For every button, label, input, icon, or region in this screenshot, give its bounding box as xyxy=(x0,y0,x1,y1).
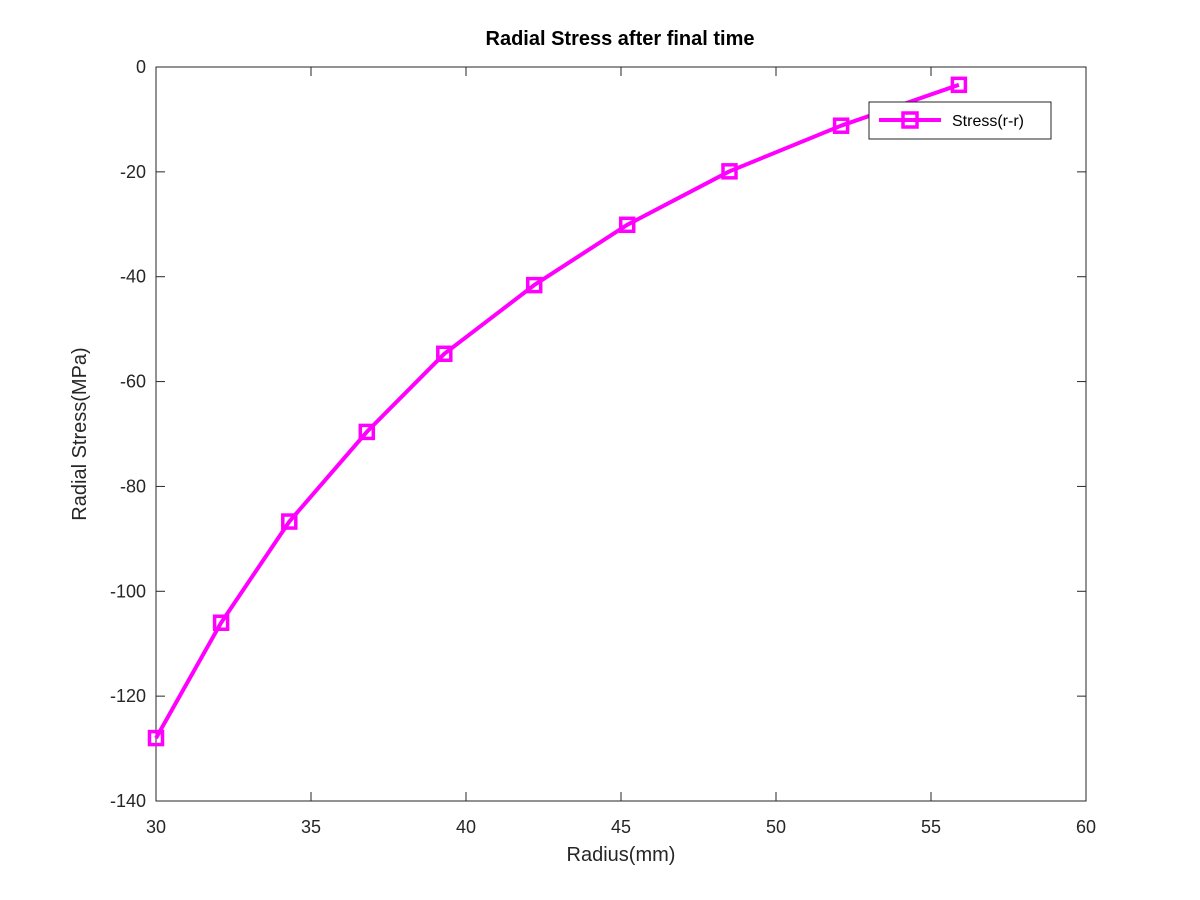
x-tick-label: 30 xyxy=(146,817,166,837)
x-tick-label: 45 xyxy=(611,817,631,837)
series-layer xyxy=(147,76,968,747)
chart-title: Radial Stress after final time xyxy=(486,28,755,50)
x-tick-label: 50 xyxy=(766,817,786,837)
y-axis-label: Radial Stress(MPa) xyxy=(69,347,91,520)
data-point xyxy=(832,117,850,134)
y-tick-label: -40 xyxy=(120,267,146,287)
y-tick-label: -20 xyxy=(120,162,146,182)
x-tick-label: 35 xyxy=(301,817,321,837)
y-tick-label: -100 xyxy=(110,581,146,601)
plot-frame xyxy=(155,66,1087,802)
x-tick-label: 60 xyxy=(1076,817,1096,837)
data-point xyxy=(618,216,636,234)
legend: Stress(r-r) xyxy=(868,101,1052,140)
data-point xyxy=(525,276,543,294)
x-axis-label: Radius(mm) xyxy=(567,844,676,866)
series-line xyxy=(154,82,960,740)
legend-label: Stress(r-r) xyxy=(952,113,1024,130)
x-tick-label: 40 xyxy=(456,817,476,837)
data-point xyxy=(281,513,298,530)
data-point xyxy=(436,345,453,363)
y-tick-label: -60 xyxy=(120,372,146,392)
y-tick-label: -120 xyxy=(110,686,146,706)
y-tick-label: -80 xyxy=(120,476,146,496)
y-tick-label: -140 xyxy=(110,791,146,811)
data-point xyxy=(358,423,376,441)
y-tick-label: 0 xyxy=(136,57,146,77)
data-point xyxy=(147,729,165,747)
data-point xyxy=(950,76,968,94)
legend-marker xyxy=(901,111,919,129)
x-tick-label: 55 xyxy=(921,817,941,837)
axis-ticks: 30 35 40 45 50 55 60 0 -20 -40 -60 -80 -100 -120 -140 xyxy=(110,57,1096,837)
data-point xyxy=(212,614,230,631)
data-point xyxy=(721,163,738,180)
